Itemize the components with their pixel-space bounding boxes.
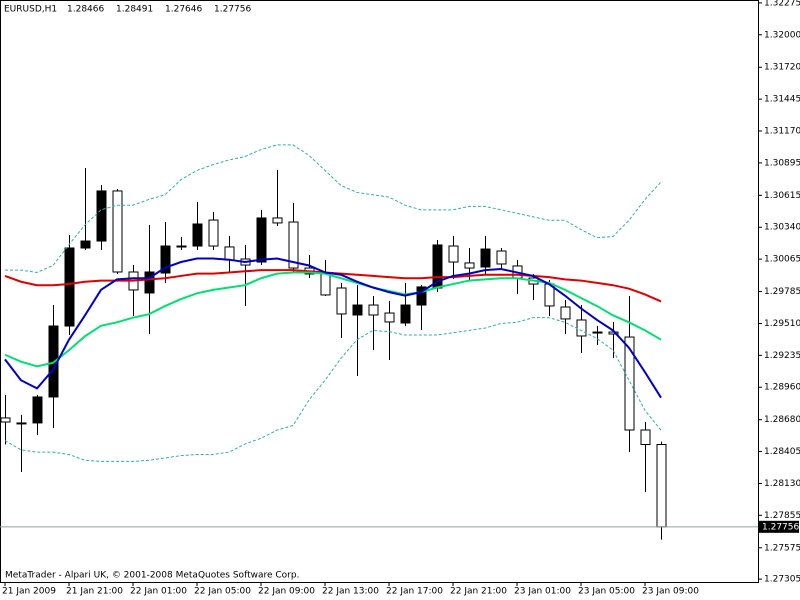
moving-average (4, 271, 662, 368)
last-price-box (759, 520, 799, 533)
x-tick-label: 22 Jan 17:00 (386, 587, 443, 597)
last-price-label: 1.27756 (762, 522, 799, 532)
candle-body (160, 245, 171, 274)
candle-body (64, 247, 75, 327)
candle-body (496, 250, 507, 265)
candle-body (640, 429, 651, 445)
candle-body (0, 417, 11, 423)
x-tick-label: 22 Jan 05:00 (194, 587, 251, 597)
candle-body (576, 319, 587, 337)
y-tick-label: 1.30065 (764, 255, 800, 265)
y-tick-label: 1.31445 (764, 95, 800, 105)
plot-frame (0, 0, 759, 583)
y-tick-label: 1.28680 (764, 415, 800, 425)
candle-body (448, 245, 459, 263)
y-tick-label: 1.32000 (764, 30, 800, 40)
candle-body (464, 262, 475, 269)
x-tick-label: 23 Jan 09:00 (642, 587, 699, 597)
footer: MetaTrader - Alpari UK, © 2001-2008 Meta… (5, 571, 299, 581)
y-tick-label: 1.29785 (764, 287, 800, 297)
candle-body (272, 217, 283, 224)
candle-body (144, 271, 155, 294)
candle-body (560, 306, 571, 320)
y-tick-label: 1.28130 (764, 479, 800, 489)
header: EURUSD,H1 1.28466 1.28491 1.27646 1.2775… (4, 5, 251, 15)
candle-body (336, 287, 347, 315)
y-tick-label: 1.29510 (764, 319, 800, 329)
y-tick-label: 1.29235 (764, 351, 800, 361)
candle-body (352, 304, 363, 316)
y-tick-label: 1.27855 (764, 511, 800, 521)
x-tick-label: 23 Jan 05:00 (578, 587, 635, 597)
y-tick-label: 1.28405 (764, 447, 800, 457)
y-tick-label: 1.32275 (764, 0, 800, 8)
candle-body (192, 223, 203, 247)
candle-body (656, 443, 667, 528)
candle-body (384, 312, 395, 323)
candle-body (208, 219, 219, 247)
moving-average (4, 257, 662, 399)
y-tick-label: 1.31170 (764, 127, 800, 137)
candle-body (96, 190, 107, 242)
y-tick-label: 1.27575 (764, 543, 800, 553)
x-tick-label: 21 Jan 2009 (2, 587, 56, 597)
candle-body (480, 248, 491, 268)
candle-body (32, 396, 43, 424)
y-tick-label: 1.28960 (764, 383, 800, 393)
candle-body (624, 336, 635, 431)
y-tick-label: 1.31720 (764, 63, 800, 73)
candle-body (288, 221, 299, 269)
candle-body (368, 304, 379, 316)
candle-body (320, 273, 331, 296)
y-tick-label: 1.27305 (764, 575, 800, 585)
x-tick-label: 22 Jan 21:00 (450, 587, 507, 597)
x-tick-label: 21 Jan 21:00 (66, 587, 123, 597)
last-high: 1.28491 (116, 5, 153, 15)
x-tick-label: 22 Jan 13:00 (322, 587, 379, 597)
y-tick-label: 1.30340 (764, 223, 800, 233)
candle-body (176, 245, 187, 248)
last-close: 1.27756 (214, 5, 251, 15)
candle-body (80, 240, 91, 249)
candle-body (256, 217, 267, 263)
last-open: 1.28466 (67, 5, 104, 15)
candle-body (112, 190, 123, 273)
x-tick-label: 23 Jan 01:00 (514, 587, 571, 597)
band-line (4, 317, 662, 462)
last-low: 1.27646 (165, 5, 202, 15)
candle-body (416, 286, 427, 306)
x-tick-label: 22 Jan 01:00 (130, 587, 187, 597)
band-line (5, 144, 662, 273)
y-tick-label: 1.30895 (764, 158, 800, 168)
symbol: EURUSD,H1 (4, 5, 57, 15)
y-tick-label: 1.30615 (764, 191, 800, 201)
candle-body (592, 331, 603, 334)
x-tick-label: 22 Jan 09:00 (258, 587, 315, 597)
candle-body (400, 304, 411, 324)
candle-body (224, 246, 235, 261)
candle-body (16, 422, 27, 425)
